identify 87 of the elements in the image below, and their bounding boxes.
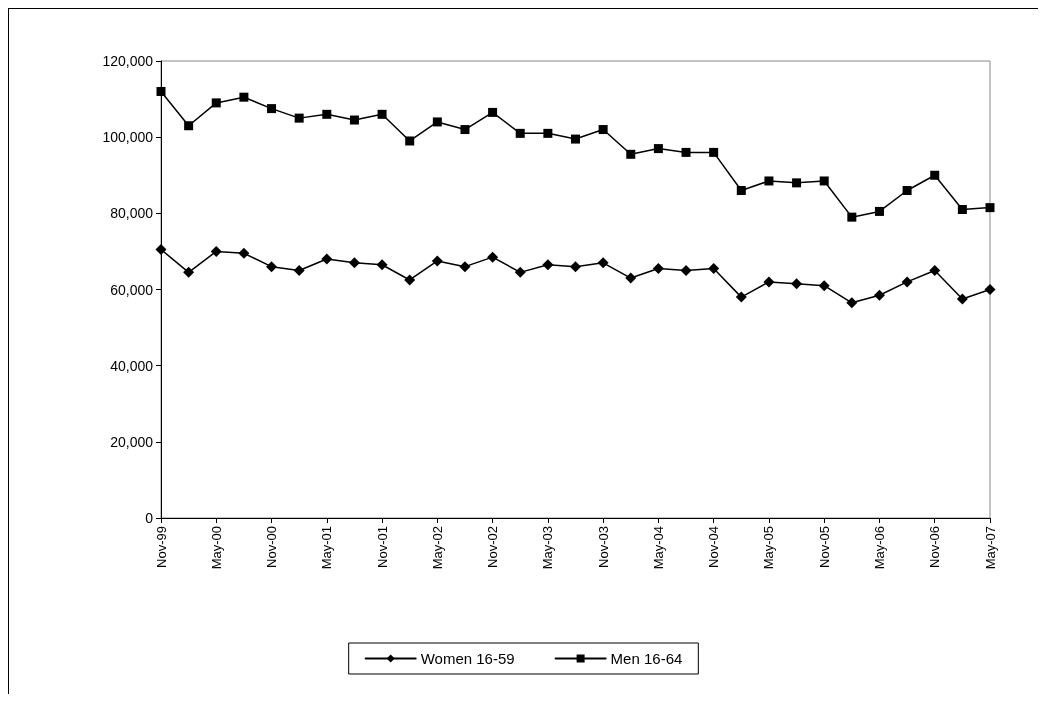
point [708, 263, 720, 275]
x-tick-label: May-02 [429, 526, 445, 570]
point [681, 147, 691, 157]
point [376, 259, 388, 271]
point [156, 86, 166, 96]
point [293, 264, 305, 276]
x-tick-label: May-04 [650, 526, 666, 570]
x-tick-label: May-03 [540, 526, 556, 570]
y-tick-label: 20,000 [110, 433, 154, 450]
point [570, 261, 581, 273]
point [349, 115, 359, 125]
point [930, 170, 940, 180]
point [764, 176, 774, 186]
point [846, 297, 858, 309]
y-tick-label: 100,000 [102, 129, 154, 146]
point [348, 257, 360, 269]
point [985, 203, 995, 213]
point [432, 117, 442, 127]
x-tick-label: May-00 [208, 526, 224, 570]
point [515, 128, 525, 138]
point [405, 136, 415, 146]
point [680, 264, 692, 276]
point [957, 205, 967, 215]
point [239, 92, 249, 102]
point [514, 266, 526, 278]
point [210, 245, 222, 257]
point [626, 149, 636, 159]
point [322, 109, 332, 119]
point [597, 257, 609, 269]
x-tick-label: May-01 [319, 526, 335, 570]
point [183, 266, 195, 278]
point [819, 176, 829, 186]
x-tick-label: Nov-01 [374, 526, 390, 568]
y-tick-label: 120,000 [102, 53, 154, 69]
point [736, 185, 746, 195]
point [542, 259, 554, 271]
point [431, 255, 443, 267]
point [459, 261, 471, 273]
point [238, 247, 250, 259]
point [487, 251, 499, 263]
x-tick-label: Nov-02 [485, 526, 501, 568]
point [571, 134, 580, 144]
point [874, 206, 884, 216]
point [652, 263, 664, 275]
point [267, 104, 277, 114]
point [155, 244, 167, 256]
x-tick-label: May-06 [871, 526, 887, 570]
point [653, 144, 663, 154]
point [847, 212, 857, 222]
y-tick-label: 40,000 [110, 357, 154, 374]
point [984, 284, 996, 295]
y-tick-label: 60,000 [110, 281, 154, 298]
y-tick-label: 80,000 [110, 205, 154, 222]
point [763, 276, 775, 288]
x-tick-label: May-07 [982, 526, 998, 570]
x-tick-label: Nov-99 [153, 526, 169, 568]
x-tick-label: Nov-06 [927, 526, 943, 568]
point [818, 280, 830, 292]
point [625, 272, 637, 284]
point [709, 147, 719, 157]
x-tick-label: Nov-05 [816, 526, 832, 568]
point [211, 98, 221, 108]
x-tick-label: Nov-03 [595, 526, 611, 568]
x-tick-label: Nov-00 [264, 526, 280, 568]
point [873, 289, 885, 301]
point [956, 293, 968, 305]
y-tick-label: 0 [145, 510, 154, 526]
point [902, 185, 912, 195]
point [929, 264, 941, 276]
point [543, 128, 553, 138]
point [901, 276, 913, 288]
legend-label: Women 16-59 [420, 650, 515, 667]
x-tick-label: May-05 [761, 526, 777, 570]
point [598, 125, 608, 135]
point [792, 178, 802, 188]
point [791, 278, 803, 290]
legend-label: Men 16-64 [610, 650, 683, 667]
point [294, 113, 304, 123]
point [460, 125, 470, 135]
point [404, 274, 416, 286]
x-tick-label: Nov-04 [706, 526, 722, 568]
point [488, 107, 498, 117]
point [184, 121, 194, 131]
point [266, 261, 278, 273]
point [321, 253, 333, 265]
point [377, 109, 387, 119]
point [735, 291, 747, 303]
